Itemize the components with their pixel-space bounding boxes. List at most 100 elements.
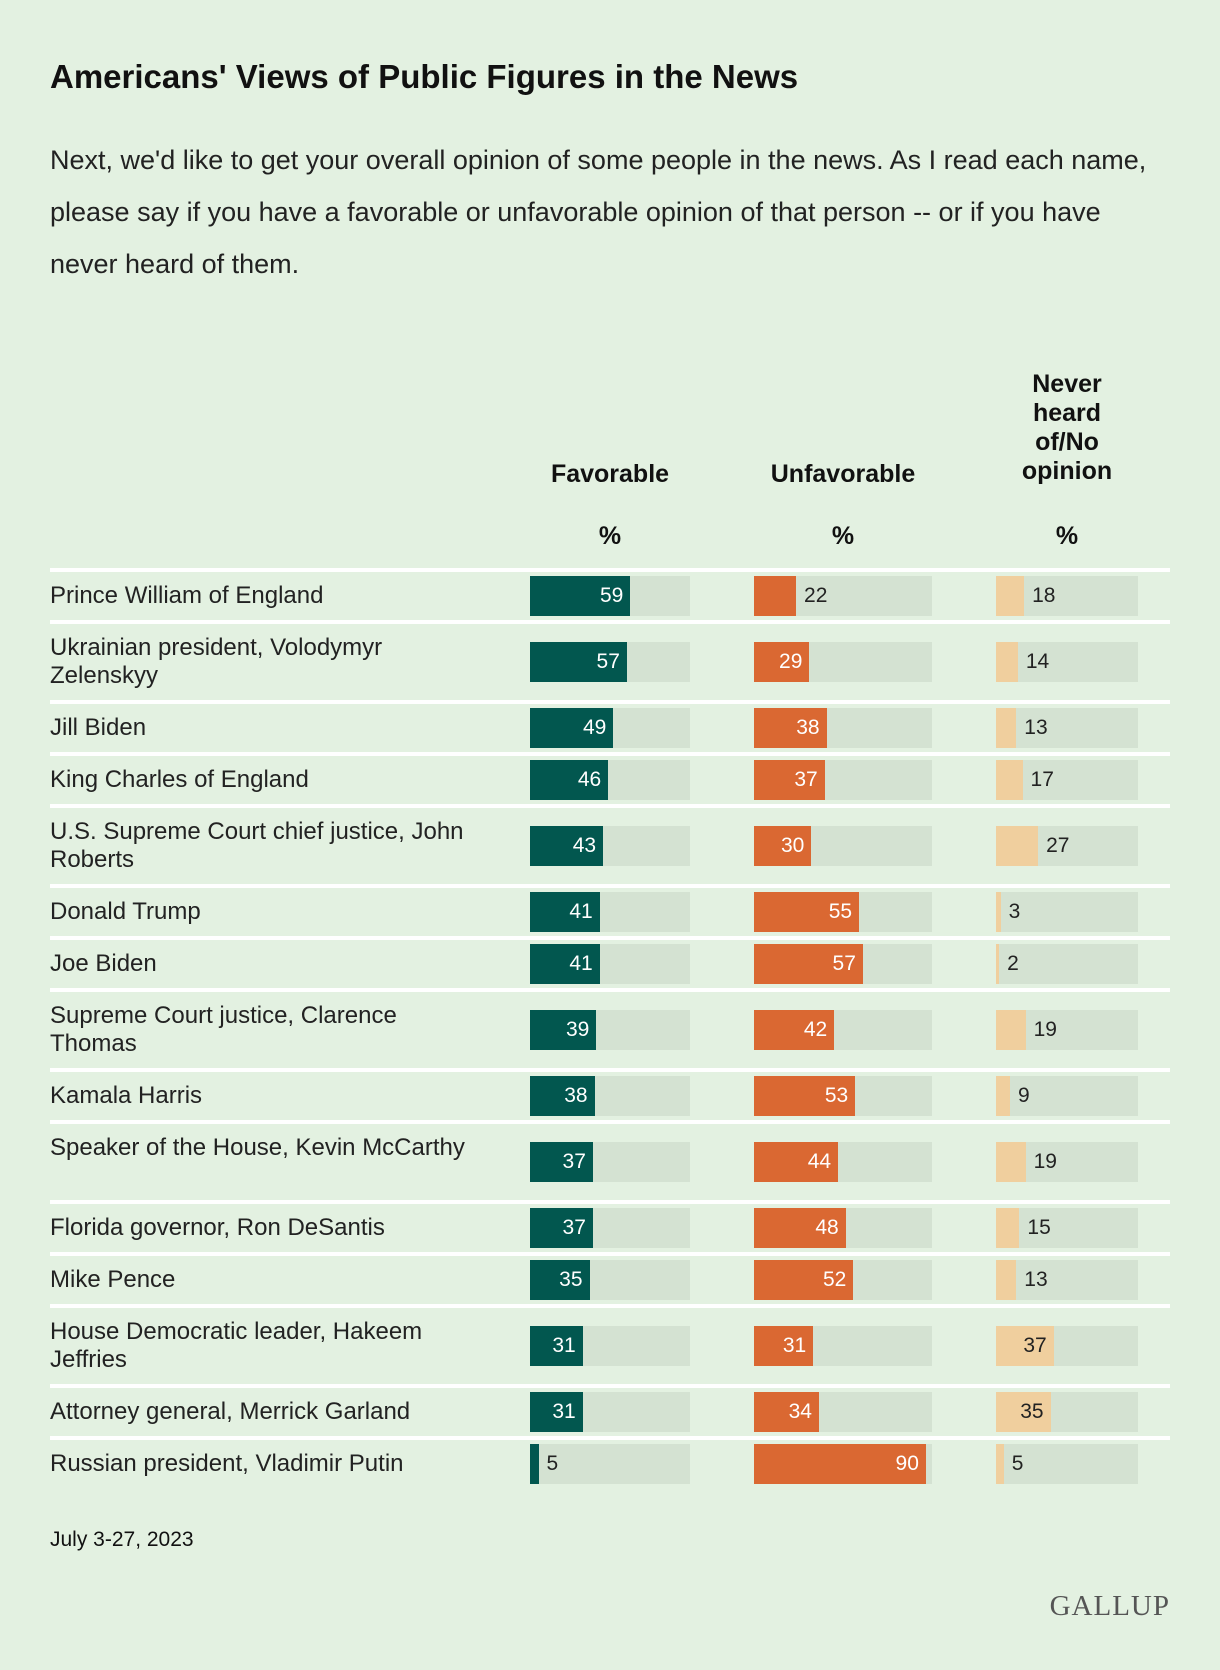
pct-unfavorable: % bbox=[831, 522, 855, 550]
chart-subtitle: Next, we'd like to get your overall opin… bbox=[50, 145, 1147, 279]
never-track: 35 bbox=[996, 1392, 1138, 1432]
unfavorable-bar bbox=[754, 1392, 819, 1432]
never-track: 18 bbox=[996, 576, 1138, 616]
unfavorable-bar bbox=[754, 576, 797, 616]
favorable-value-label: 31 bbox=[552, 1400, 576, 1423]
never-bar bbox=[996, 1444, 1004, 1484]
unfavorable-track: 52 bbox=[754, 1260, 932, 1300]
unfavorable-track: 42 bbox=[754, 1010, 932, 1050]
favorable-track: 35 bbox=[530, 1260, 690, 1300]
unfavorable-bar bbox=[754, 708, 827, 748]
unfavorable-bar bbox=[754, 1076, 856, 1116]
favorable-bar bbox=[530, 576, 631, 616]
favorable-track: 31 bbox=[530, 1326, 690, 1366]
row-separator bbox=[50, 1304, 1170, 1308]
header-never-line: opinion bbox=[1021, 457, 1113, 485]
unfavorable-track: 29 bbox=[754, 642, 932, 682]
pct-never: % bbox=[1055, 522, 1079, 550]
header-favorable: Favorable bbox=[550, 460, 670, 488]
favorable-track: 57 bbox=[530, 642, 690, 682]
never-track: 19 bbox=[996, 1142, 1138, 1182]
row-separator bbox=[50, 1120, 1170, 1124]
unfavorable-track: 30 bbox=[754, 826, 932, 866]
never-bar bbox=[996, 1392, 1051, 1432]
gallup-logo: GALLUP bbox=[1049, 1590, 1170, 1622]
never-track: 13 bbox=[996, 708, 1138, 748]
unfavorable-bar bbox=[754, 826, 812, 866]
row-label: Kamala Harris bbox=[50, 1082, 203, 1109]
never-value-label: 19 bbox=[1033, 1018, 1057, 1041]
favorable-bar bbox=[530, 1142, 593, 1182]
never-bar bbox=[996, 892, 1001, 932]
unfavorable-bar bbox=[754, 642, 810, 682]
unfavorable-track: 90 bbox=[754, 1444, 932, 1484]
never-track: 14 bbox=[996, 642, 1138, 682]
favorable-track: 46 bbox=[530, 760, 690, 800]
never-value-label: 19 bbox=[1033, 1150, 1057, 1173]
unfavorable-track: 48 bbox=[754, 1208, 932, 1248]
unfavorable-value-label: 29 bbox=[779, 650, 803, 673]
never-track: 2 bbox=[996, 944, 1138, 984]
unfavorable-track: 38 bbox=[754, 708, 932, 748]
unfavorable-value-label: 37 bbox=[794, 768, 818, 791]
favorable-bar bbox=[530, 1326, 583, 1366]
never-bar bbox=[996, 1142, 1026, 1182]
favorable-track: 38 bbox=[530, 1076, 690, 1116]
row-label: Joe Biden bbox=[50, 950, 157, 977]
unfavorable-track: 34 bbox=[754, 1392, 932, 1432]
never-bar bbox=[996, 1076, 1011, 1116]
row-label: House Democratic leader, Hakeem Jeffries bbox=[50, 1318, 423, 1373]
unfavorable-value-label: 38 bbox=[796, 716, 820, 739]
unfavorable-bar bbox=[754, 892, 860, 932]
unfavorable-track: 31 bbox=[754, 1326, 932, 1366]
unfavorable-bar bbox=[754, 1444, 926, 1484]
never-bar bbox=[996, 944, 1000, 984]
never-track: 37 bbox=[996, 1326, 1138, 1366]
unfavorable-bar bbox=[754, 1142, 839, 1182]
favorable-value-label: 5 bbox=[546, 1452, 559, 1475]
unfavorable-value-label: 52 bbox=[822, 1268, 847, 1291]
row-separator bbox=[50, 568, 1170, 572]
favorable-value-label: 38 bbox=[564, 1084, 588, 1107]
never-value-label: 3 bbox=[1008, 900, 1021, 923]
never-track: 9 bbox=[996, 1076, 1138, 1116]
date-note: July 3-27, 2023 bbox=[50, 1528, 194, 1551]
favorable-value-label: 35 bbox=[559, 1268, 583, 1291]
never-track: 15 bbox=[996, 1208, 1138, 1248]
favorable-bar bbox=[530, 944, 600, 984]
unfavorable-value-label: 42 bbox=[803, 1018, 828, 1041]
favorable-bar bbox=[530, 642, 627, 682]
never-track: 3 bbox=[996, 892, 1138, 932]
never-value-label: 9 bbox=[1018, 1084, 1030, 1107]
unfavorable-value-label: 90 bbox=[895, 1452, 919, 1475]
never-value-label: 37 bbox=[1023, 1334, 1047, 1357]
row-separator bbox=[50, 752, 1170, 756]
favorable-bar bbox=[530, 1208, 593, 1248]
row-label: Jill Biden bbox=[50, 714, 147, 741]
unfavorable-value-label: 30 bbox=[780, 834, 805, 857]
favorable-track: 49 bbox=[530, 708, 690, 748]
chart-title: Americans' Views of Public Figures in th… bbox=[50, 58, 799, 95]
never-track: 19 bbox=[996, 1010, 1138, 1050]
unfavorable-bar bbox=[754, 1260, 854, 1300]
never-track: 17 bbox=[996, 760, 1138, 800]
favorable-bar bbox=[530, 1260, 590, 1300]
unfavorable-value-label: 44 bbox=[807, 1150, 832, 1173]
never-bar bbox=[996, 1010, 1026, 1050]
unfavorable-value-label: 22 bbox=[804, 584, 828, 607]
favorable-value-label: 41 bbox=[569, 952, 593, 975]
favorable-track: 59 bbox=[530, 576, 690, 616]
row-label: U.S. Supreme Court chief justice, John R… bbox=[50, 818, 464, 873]
unfavorable-bar bbox=[754, 760, 825, 800]
favorable-value-label: 49 bbox=[582, 716, 607, 739]
never-value-label: 13 bbox=[1024, 1268, 1048, 1291]
row-separator bbox=[50, 1384, 1170, 1388]
row-label: Supreme Court justice, Clarence Thomas bbox=[50, 1002, 397, 1057]
row-separator bbox=[50, 988, 1170, 992]
never-value-label: 15 bbox=[1027, 1216, 1051, 1239]
never-bar bbox=[996, 1208, 1020, 1248]
never-bar bbox=[996, 576, 1025, 616]
header-never-line: of/No bbox=[1035, 428, 1099, 456]
favorable-value-label: 43 bbox=[572, 834, 597, 857]
